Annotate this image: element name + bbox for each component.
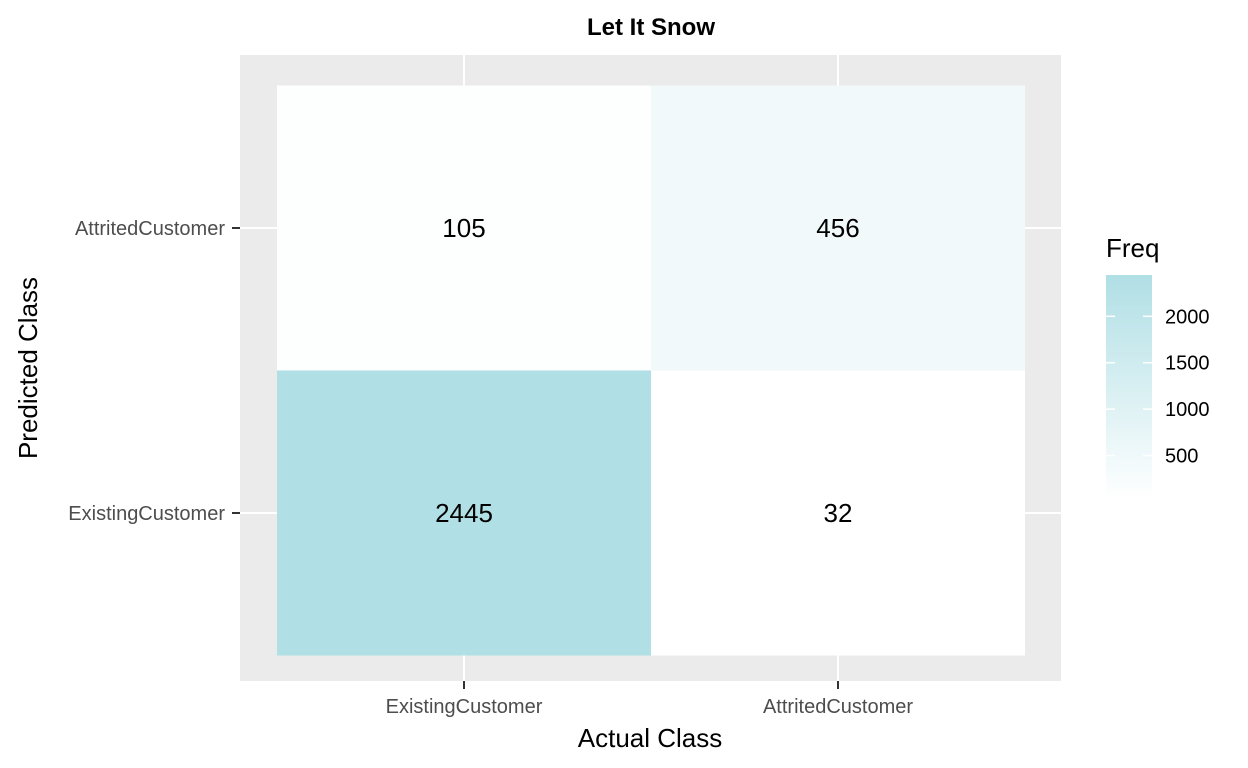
heatmap-cells: [277, 85, 1025, 656]
cell-value-labels: 105 456 2445 32: [435, 213, 860, 528]
legend-tick-label: 1000: [1165, 399, 1210, 421]
legend-title: Freq: [1106, 233, 1159, 263]
heatmap-cell-3: [651, 370, 1025, 656]
legend-tick-label: 500: [1165, 446, 1198, 468]
legend-tick-label: 1500: [1165, 353, 1210, 375]
legend-ticks: 500 1000 1500 2000: [1106, 306, 1210, 468]
legend-colorbar: [1106, 275, 1152, 499]
y-tick-label: AttritedCustomer: [75, 218, 225, 240]
chart-title: Let It Snow: [587, 14, 715, 41]
heatmap-cell-2: [277, 370, 651, 656]
heatmap-cell-1: [651, 85, 1025, 371]
x-axis: ExistingCustomer AttritedCustomer: [386, 681, 913, 718]
x-tick-label: ExistingCustomer: [386, 696, 543, 718]
cell-value-label: 456: [816, 213, 859, 243]
cell-value-label: 2445: [435, 498, 493, 528]
legend: Freq 500 1000 1500 2000: [1106, 233, 1210, 499]
x-tick-label: AttritedCustomer: [763, 696, 913, 718]
x-axis-title: Actual Class: [578, 723, 723, 753]
y-tick-label: ExistingCustomer: [68, 503, 225, 525]
cell-value-label: 105: [442, 213, 485, 243]
y-axis: ExistingCustomer AttritedCustomer: [68, 218, 240, 525]
heatmap-cell-0: [277, 85, 651, 371]
y-axis-title: Predicted Class: [13, 277, 43, 459]
legend-tick-label: 2000: [1165, 306, 1210, 328]
cell-value-label: 32: [824, 498, 853, 528]
